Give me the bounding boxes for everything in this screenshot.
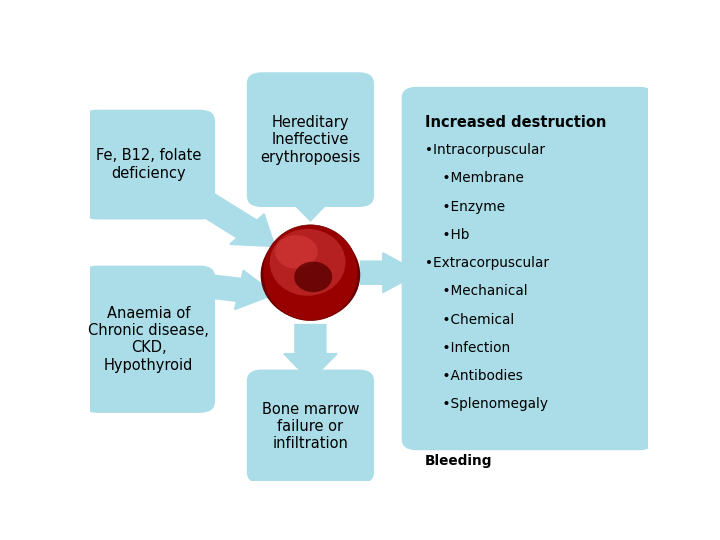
- Ellipse shape: [275, 235, 318, 268]
- Text: •Intracorpuscular: •Intracorpuscular: [425, 143, 545, 157]
- FancyBboxPatch shape: [83, 266, 214, 412]
- Ellipse shape: [294, 261, 332, 292]
- Polygon shape: [284, 325, 337, 381]
- Text: •Extracorpuscular: •Extracorpuscular: [425, 256, 549, 270]
- Text: Fe, B12, folate
deficiency: Fe, B12, folate deficiency: [96, 148, 202, 181]
- Ellipse shape: [270, 229, 346, 296]
- Text: •Infection: •Infection: [425, 341, 510, 355]
- Text: •Antibodies: •Antibodies: [425, 369, 523, 383]
- FancyBboxPatch shape: [83, 111, 214, 219]
- Text: •Hb: •Hb: [425, 228, 469, 242]
- Text: Anaemia of
Chronic disease,
CKD,
Hypothyroid: Anaemia of Chronic disease, CKD, Hypothy…: [88, 306, 209, 373]
- Polygon shape: [361, 253, 419, 293]
- FancyBboxPatch shape: [402, 87, 654, 449]
- Polygon shape: [190, 191, 275, 246]
- Text: •Splenomegaly: •Splenomegaly: [425, 397, 548, 411]
- FancyBboxPatch shape: [248, 73, 373, 206]
- Polygon shape: [284, 194, 337, 221]
- Ellipse shape: [263, 225, 358, 321]
- Text: Hereditary
Ineffective
erythropoesis: Hereditary Ineffective erythropoesis: [261, 114, 361, 165]
- Text: •Enzyme: •Enzyme: [425, 199, 505, 213]
- Text: Bleeding: Bleeding: [425, 454, 492, 468]
- Text: •Chemical: •Chemical: [425, 313, 514, 327]
- Polygon shape: [198, 271, 275, 309]
- Text: Bone marrow
failure or
infiltration: Bone marrow failure or infiltration: [261, 402, 359, 451]
- FancyBboxPatch shape: [248, 370, 373, 483]
- Text: Increased destruction: Increased destruction: [425, 114, 606, 130]
- Ellipse shape: [261, 230, 360, 320]
- Text: •Mechanical: •Mechanical: [425, 285, 528, 298]
- Text: •Membrane: •Membrane: [425, 171, 523, 185]
